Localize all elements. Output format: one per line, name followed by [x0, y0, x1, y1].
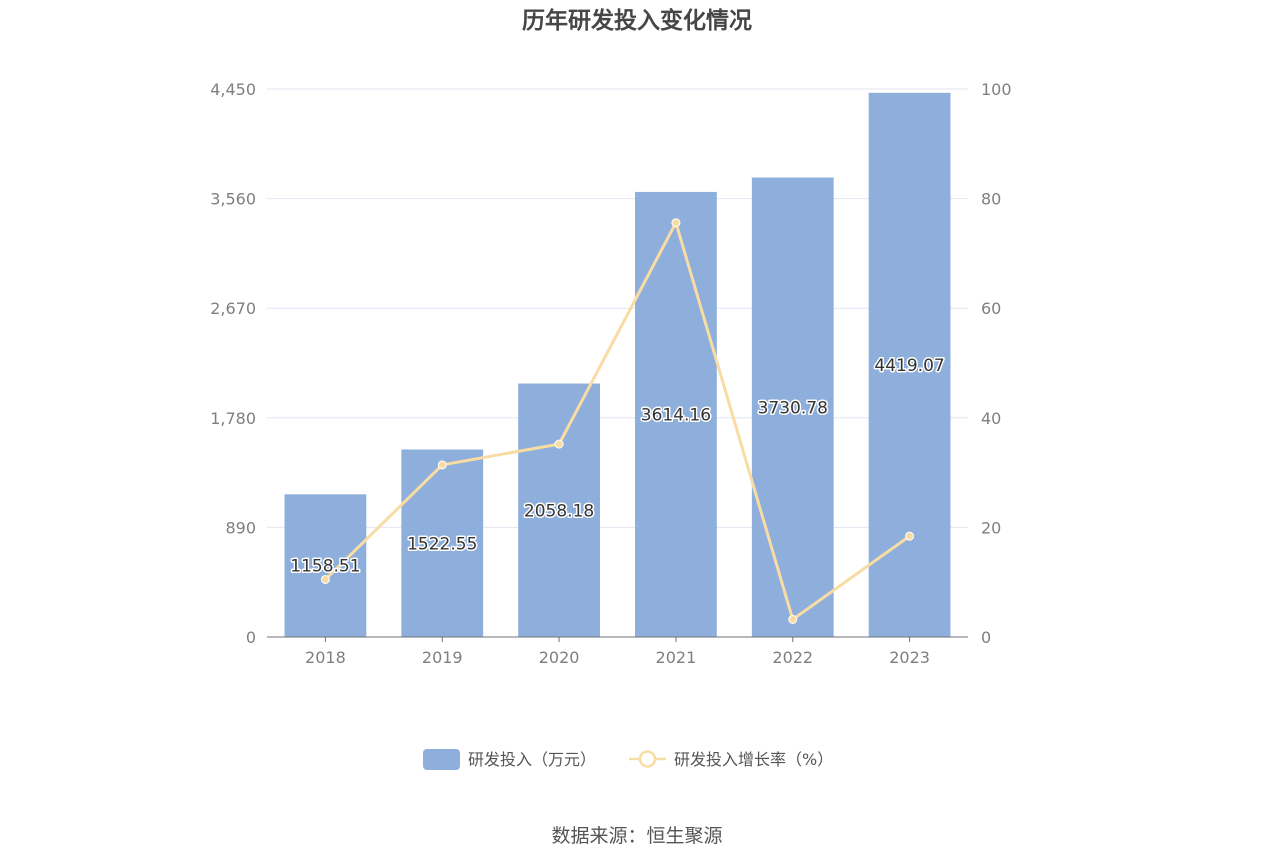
bar-2022	[751, 177, 834, 638]
growth-point-2018	[320, 574, 330, 584]
y-left-tick-label: 2,670	[210, 299, 256, 318]
legend-line-marker	[638, 750, 657, 768]
x-tick-label: 2023	[889, 648, 930, 667]
bar-2020	[518, 383, 600, 637]
chart-title: 历年研发投入变化情况	[522, 7, 752, 34]
y-right-tick-label: 40	[981, 409, 1001, 428]
y-left-tick-label: 890	[225, 518, 256, 537]
bar-2018	[284, 494, 367, 637]
growth-point-2021	[671, 218, 681, 228]
bar-value-label: 1158.51	[290, 557, 360, 577]
y-right-tick-label: 20	[981, 518, 1001, 537]
x-tick-label: 2019	[422, 648, 463, 667]
y-left-tick-label: 4,450	[210, 80, 256, 99]
legend-bar-label: 研发投入（万元）	[468, 750, 596, 769]
bar-2023	[868, 92, 951, 638]
y-right-tick-label: 80	[981, 190, 1001, 209]
bar-value-label: 1522.55	[407, 534, 477, 554]
growth-rate-line	[324, 221, 911, 621]
y-left-tick-label: 1,780	[210, 409, 256, 428]
x-tick-label: 2021	[656, 648, 697, 667]
bar-value-label: 4419.07	[874, 356, 944, 376]
source-note: 数据来源：恒生聚源	[551, 825, 722, 847]
grid-lines	[267, 88, 968, 528]
y-right-tick-label: 100	[981, 80, 1012, 99]
x-tick-label: 2018	[305, 648, 346, 667]
line-series	[320, 218, 915, 624]
axes: 0 890 1,780 2,670 3,560 4,450 0 20 40 60 80 100 2018…	[210, 80, 1011, 667]
bar-data-labels: 1158.51 1522.55 2058.18 3614.16 3730.78 4419.…	[289, 354, 946, 578]
growth-point-2019	[437, 460, 447, 470]
bar-value-label: 3730.78	[758, 398, 828, 418]
x-tick-label: 2020	[539, 648, 580, 667]
bar-value-label: 3614.16	[641, 405, 711, 425]
growth-point-2022	[788, 614, 798, 624]
y-right-tick-label: 0	[981, 628, 991, 647]
x-tick-label: 2022	[772, 648, 813, 667]
bar-2021	[635, 191, 717, 637]
y-right-tick-label: 60	[981, 299, 1001, 318]
legend-line-label: 研发投入增长率（%）	[674, 750, 833, 769]
growth-point-2023	[905, 531, 915, 541]
bar-2019	[401, 449, 484, 637]
y-left-tick-label: 0	[246, 628, 256, 647]
legend-item-line[interactable]: 研发投入增长率（%）	[629, 750, 833, 769]
growth-point-2020	[554, 439, 564, 449]
y-left-tick-label: 3,560	[210, 190, 256, 209]
bar-value-label: 2058.18	[524, 501, 594, 521]
legend-bar-swatch	[423, 749, 460, 770]
legend: 研发投入（万元） 研发投入增长率（%）	[423, 749, 833, 770]
bar-series	[284, 92, 951, 638]
legend-item-bar[interactable]: 研发投入（万元）	[423, 749, 596, 770]
